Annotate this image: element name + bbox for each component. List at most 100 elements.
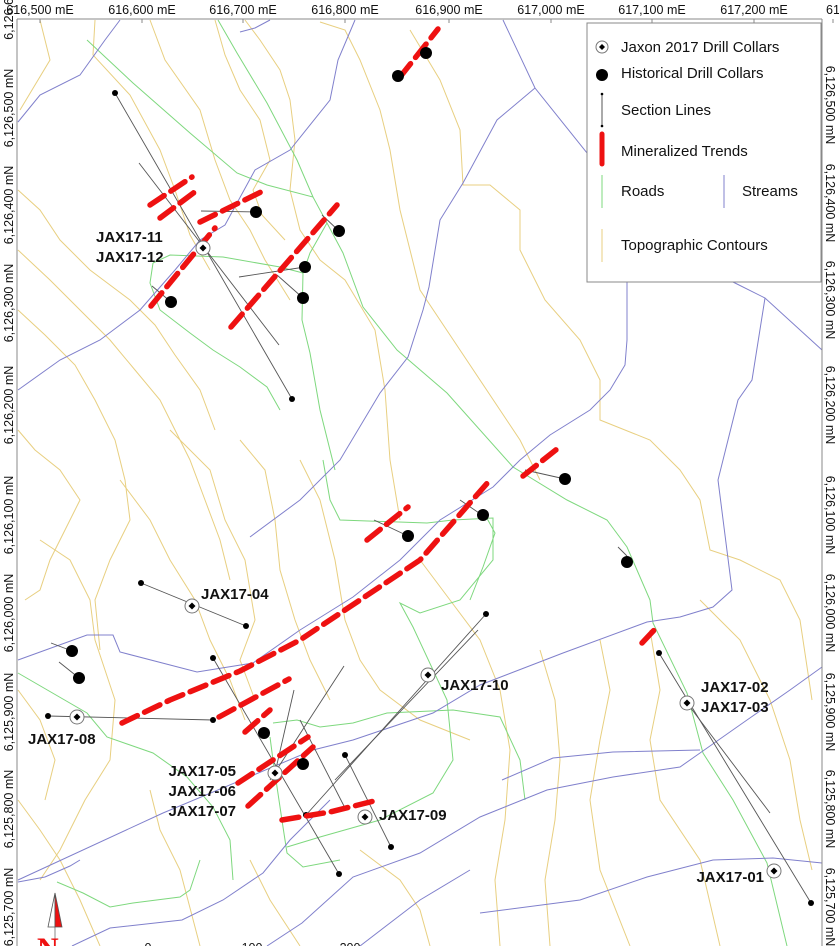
historical-collar-icon bbox=[297, 758, 309, 770]
legend-roads: Roads bbox=[621, 183, 664, 200]
section-line bbox=[138, 162, 280, 346]
scale-label: 0 bbox=[145, 941, 152, 946]
section-line bbox=[334, 629, 479, 781]
collar-diamond bbox=[271, 769, 279, 777]
contour-line bbox=[17, 799, 101, 946]
axis-label-easting: 616,500 mE bbox=[6, 3, 73, 17]
axis-label-northing: 6,126,200 mN bbox=[823, 366, 837, 445]
axis-label-northing: 6,125,900 mN bbox=[823, 673, 837, 752]
historical-collar-icon bbox=[477, 509, 489, 521]
north-arrow-icon: N bbox=[37, 892, 63, 946]
contour-line bbox=[649, 629, 721, 946]
axis-label-northing: 6,126,100 mN bbox=[823, 476, 837, 555]
mineralized-trend bbox=[147, 174, 195, 208]
mineralized-trend bbox=[242, 707, 273, 735]
road-line bbox=[286, 459, 494, 848]
mineralized-trend bbox=[279, 797, 381, 823]
jaxon-collar-icon bbox=[766, 863, 782, 879]
historical-collar-icon bbox=[621, 556, 633, 568]
drill-label: JAX17-11 bbox=[96, 229, 163, 246]
axis-label-northing: 6,126,100 mN bbox=[2, 476, 16, 555]
stream-line bbox=[479, 857, 823, 914]
axis-label-northing: 6,126,000 mN bbox=[2, 574, 16, 653]
collar-diamond bbox=[73, 713, 81, 721]
drill-label: JAX17-06 bbox=[168, 783, 236, 800]
historical-collar-icon bbox=[297, 292, 309, 304]
historical-collar-icon bbox=[420, 47, 432, 59]
contour-line bbox=[299, 459, 471, 741]
section-line bbox=[686, 702, 771, 814]
historical-collar-icon bbox=[250, 206, 262, 218]
drill-label: JAX17-12 bbox=[96, 249, 164, 266]
axis-label-northing: 6,126,500 mN bbox=[2, 69, 16, 148]
axis-label-northing: 6,126,400 mN bbox=[2, 166, 16, 245]
historical-collar-icon bbox=[73, 672, 85, 684]
stream-line bbox=[17, 282, 628, 673]
section-end-marker bbox=[210, 717, 216, 723]
stream-line bbox=[266, 666, 823, 946]
mineralized-trend bbox=[119, 477, 493, 726]
historical-collar-icon bbox=[165, 296, 177, 308]
jaxon-collar-icon bbox=[357, 809, 373, 825]
stream-line bbox=[249, 87, 536, 538]
historical-collar-icon bbox=[333, 225, 345, 237]
axis-label-easting: 616,800 mE bbox=[311, 3, 378, 17]
axis-label-northing: 6,125,900 mN bbox=[2, 673, 16, 752]
scale-label: 100 bbox=[242, 941, 263, 946]
section-end-marker bbox=[483, 611, 489, 617]
stream-line bbox=[17, 297, 766, 881]
jaxon-collar-icon bbox=[267, 765, 283, 781]
axis-label-northing: 6,125,700 mN bbox=[2, 868, 16, 946]
mineralized-trend bbox=[520, 446, 560, 479]
axis-label-easting: 616,700 mE bbox=[209, 3, 276, 17]
road-line bbox=[326, 222, 788, 946]
mineralized-trend bbox=[235, 734, 311, 786]
jaxon-collar-icon bbox=[679, 695, 695, 711]
historical-collars bbox=[66, 47, 633, 770]
legend-streams: Streams bbox=[742, 183, 798, 200]
section-line-icon bbox=[600, 92, 604, 128]
axis-label-easting: 616,900 mE bbox=[415, 3, 482, 17]
legend-trends: Mineralized Trends bbox=[621, 143, 748, 160]
contour-line bbox=[17, 189, 216, 431]
drill-label: JAX17-08 bbox=[28, 731, 96, 748]
axis-label-northing: 6,126,400 mN bbox=[823, 164, 837, 243]
mineralized-trend bbox=[197, 187, 268, 225]
north-label: N bbox=[37, 932, 59, 946]
axis-label-northing: 6,126,600 bbox=[2, 0, 16, 40]
drill-label: JAX17-07 bbox=[168, 803, 236, 820]
drill-label: JAX17-03 bbox=[701, 699, 769, 716]
legend-sections: Section Lines bbox=[621, 102, 711, 119]
stream-line bbox=[239, 19, 271, 33]
section-line bbox=[238, 266, 306, 278]
drill-label: JAX17-10 bbox=[441, 677, 509, 694]
contour-line bbox=[359, 849, 431, 946]
contour-line bbox=[699, 599, 813, 871]
section-end-marker bbox=[45, 713, 51, 719]
stream-line bbox=[17, 19, 121, 123]
section-end-marker bbox=[112, 90, 118, 96]
collar-diamond bbox=[683, 699, 691, 707]
contour-line bbox=[17, 309, 131, 651]
road-line bbox=[469, 510, 496, 601]
section-end-marker bbox=[388, 844, 394, 850]
section-line bbox=[305, 613, 487, 816]
section-end-marker bbox=[289, 396, 295, 402]
mineralized-trend bbox=[397, 26, 441, 80]
contour-line bbox=[19, 19, 51, 111]
historical-collar-icon bbox=[299, 261, 311, 273]
road-line bbox=[149, 262, 281, 411]
stream-line bbox=[501, 749, 701, 781]
mineralized-trend bbox=[157, 185, 203, 221]
jaxon-collar-icon bbox=[195, 240, 211, 256]
jaxon-collar-icon bbox=[595, 40, 609, 54]
contour-line bbox=[169, 429, 256, 701]
axis-label-easting: 616,600 mE bbox=[108, 3, 175, 17]
contour-line bbox=[409, 29, 813, 701]
contour-line bbox=[319, 21, 541, 481]
drill-labels: JAX17-11 JAX17-12 JAX17-04 JAX17-08 JAX1… bbox=[28, 229, 769, 886]
jaxon-collar-icon bbox=[420, 667, 436, 683]
